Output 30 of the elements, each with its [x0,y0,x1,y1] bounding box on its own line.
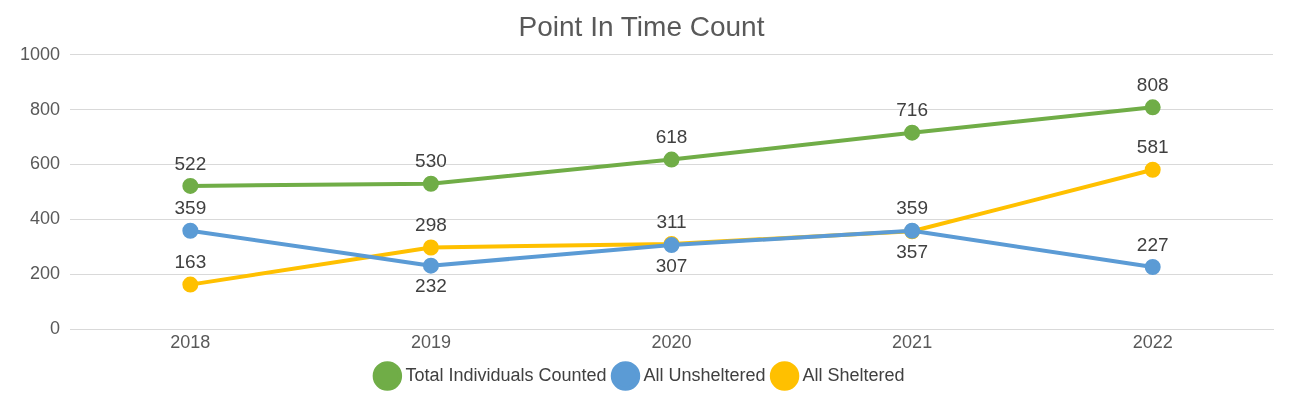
x-tick-label: 2019 [410,332,451,353]
data-label: 232 [415,275,447,297]
legend-label: All Unsheltered [643,364,766,385]
y-tick-label: 1000 [20,43,61,64]
data-label: 163 [174,251,207,273]
data-label: 359 [896,197,928,219]
x-tick-label: 2020 [651,332,692,353]
chart-title: Point In Time Count [518,10,765,42]
data-label: 618 [655,126,688,148]
data-label: 530 [415,150,447,172]
data-label: 581 [1136,136,1169,158]
data-label: 808 [1136,74,1169,96]
data-label: 307 [655,254,688,276]
x-tick-label: 2018 [170,332,211,353]
y-tick-label: 200 [30,263,61,284]
y-tick-label: 600 [30,153,61,174]
data-label: 311 [656,210,687,232]
legend-label: Total Individuals Counted [405,364,607,385]
x-tick-label: 2021 [892,332,933,353]
data-label: 227 [1136,233,1169,255]
data-label: 522 [174,152,207,174]
data-label: 298 [415,214,447,236]
data-label: 359 [174,197,207,219]
legend-label: All Sheltered [802,364,905,385]
y-tick-label: 800 [30,98,61,119]
y-tick-label: 400 [30,208,61,229]
x-tick-label: 2022 [1132,332,1173,353]
data-label: 716 [896,99,928,121]
y-tick-label: 0 [50,318,61,339]
data-label: 357 [896,241,928,263]
